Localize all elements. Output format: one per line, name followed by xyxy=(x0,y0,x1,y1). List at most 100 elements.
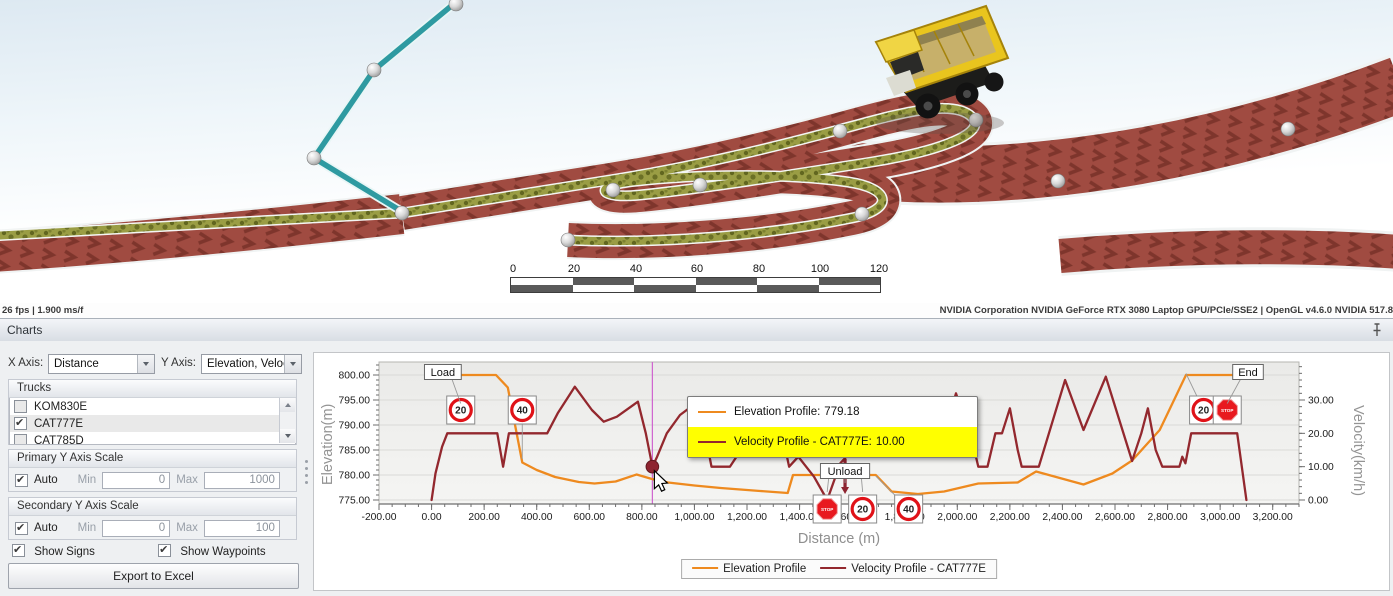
svg-text:End: End xyxy=(1238,367,1258,379)
checkbox[interactable] xyxy=(12,543,25,557)
truck-label: CAT785D xyxy=(34,434,84,445)
svg-text:20: 20 xyxy=(455,405,467,416)
svg-text:40: 40 xyxy=(517,405,529,416)
charts-panel-title: Charts xyxy=(7,323,43,337)
tooltip-elevation-row: Elevation Profile: 779.18 xyxy=(688,397,977,427)
bridge-rail xyxy=(309,0,459,215)
x-axis-title: Distance (m) xyxy=(797,531,881,547)
hover-marker xyxy=(645,459,660,474)
chevron-down-icon[interactable] xyxy=(284,355,301,373)
y-right-axis-title: Velocity(km/h) xyxy=(1350,405,1366,497)
min-label: Min xyxy=(77,522,97,534)
panel-splitter[interactable] xyxy=(302,451,310,493)
secondary-min-input[interactable] xyxy=(102,519,171,537)
svg-text:STOP: STOP xyxy=(821,507,833,512)
y-axis-combo-value: Elevation, Veloc... xyxy=(207,358,284,370)
tooltip-velocity-row: Velocity Profile - CAT777E: 10.00 xyxy=(688,427,977,457)
scroll-up-icon[interactable] xyxy=(280,398,295,412)
tooltip-elevation-label: Elevation Profile: xyxy=(734,406,821,418)
svg-text:400.00: 400.00 xyxy=(521,512,553,523)
truck-row-cat785d[interactable]: CAT785D xyxy=(10,432,295,445)
svg-text:790.00: 790.00 xyxy=(339,421,371,432)
primary-max-input[interactable] xyxy=(203,471,280,489)
svg-text:800.00: 800.00 xyxy=(339,371,371,382)
haul-road-scene xyxy=(0,0,1393,303)
truck-row-cat777e[interactable]: CAT777E xyxy=(10,415,295,432)
svg-text:2,800.00: 2,800.00 xyxy=(1148,512,1188,523)
trucks-scrollbar[interactable] xyxy=(279,398,296,443)
primary-min-input[interactable] xyxy=(102,471,171,489)
svg-text:3,000.00: 3,000.00 xyxy=(1200,512,1240,523)
mouse-cursor-icon xyxy=(653,469,669,492)
chart-plot[interactable]: -200.00 0.00 200.00 400.00 600.00 800.00 1,000… xyxy=(314,353,1389,527)
scroll-down-icon[interactable] xyxy=(280,429,295,443)
scale-label: 100 xyxy=(810,263,830,275)
pin-icon[interactable] xyxy=(1371,323,1383,337)
x-axis-combo-value: Distance xyxy=(54,358,99,370)
stop-sign: STOP xyxy=(1212,395,1242,425)
svg-text:800.00: 800.00 xyxy=(626,512,658,523)
auto-label: Auto xyxy=(34,522,58,534)
svg-text:20: 20 xyxy=(857,504,869,515)
y-axis-combo[interactable]: Elevation, Veloc... xyxy=(201,354,302,374)
svg-text:20: 20 xyxy=(1198,405,1210,416)
profile-chart[interactable]: -200.00 0.00 200.00 400.00 600.00 800.00 1,000… xyxy=(313,352,1390,591)
primary-y-scale-header: Primary Y Axis Scale xyxy=(9,450,296,468)
truck-label: CAT777E xyxy=(34,417,84,430)
tooltip-velocity-value: 10.00 xyxy=(875,436,905,448)
series-elevation-profile xyxy=(430,373,1256,496)
svg-text:30.00: 30.00 xyxy=(1308,396,1334,407)
checkbox[interactable] xyxy=(158,543,172,557)
show-signs-label: Show Signs xyxy=(34,546,95,558)
export-to-excel-button[interactable]: Export to Excel xyxy=(8,563,299,589)
scale-bar-ruler xyxy=(510,277,881,293)
speed-limit-sign-20: 20 xyxy=(848,494,878,524)
speed-limit-sign-20: 20 xyxy=(446,395,476,425)
svg-text:1,400.00: 1,400.00 xyxy=(780,512,820,523)
svg-text:2,400.00: 2,400.00 xyxy=(1042,512,1082,523)
svg-text:Load: Load xyxy=(431,367,455,379)
scale-label: 120 xyxy=(869,263,889,275)
checkbox[interactable] xyxy=(15,473,28,487)
checkbox[interactable] xyxy=(15,521,28,535)
svg-text:20.00: 20.00 xyxy=(1308,429,1334,440)
fps-readout: 26 fps | 1.900 ms/f xyxy=(2,305,84,316)
checkbox[interactable] xyxy=(14,416,27,430)
min-label: Min xyxy=(77,474,97,486)
trucks-list[interactable]: KOM830E CAT777E CAT785D xyxy=(9,398,296,445)
scale-label: 20 xyxy=(567,263,581,275)
callout-load: Load xyxy=(423,364,462,404)
haul-truck xyxy=(874,4,1010,134)
scale-bar: 0 20 40 60 80 100 120 xyxy=(510,263,888,297)
status-bar: 26 fps | 1.900 ms/f NVIDIA Corporation N… xyxy=(0,303,1393,318)
x-axis-combo[interactable]: Distance xyxy=(48,354,155,374)
secondary-max-input[interactable] xyxy=(203,519,280,537)
velocity-swatch-icon xyxy=(820,567,847,569)
speed-limit-sign-40: 40 xyxy=(507,395,537,459)
svg-text:775.00: 775.00 xyxy=(339,496,371,507)
checkbox[interactable] xyxy=(14,434,27,444)
svg-text:795.00: 795.00 xyxy=(339,396,371,407)
checkbox[interactable] xyxy=(14,400,27,413)
gpu-info: NVIDIA Corporation NVIDIA GeForce RTX 30… xyxy=(939,305,1393,316)
y-left-axis-title: Elevation(m) xyxy=(320,403,336,485)
elevation-swatch-icon xyxy=(698,411,726,413)
svg-text:2,600.00: 2,600.00 xyxy=(1095,512,1135,523)
secondary-y-scale-header: Secondary Y Axis Scale xyxy=(9,498,296,516)
stop-sign: STOP xyxy=(812,494,842,524)
max-label: Max xyxy=(176,474,198,486)
elevation-swatch-icon xyxy=(692,567,719,569)
legend-item-velocity: Velocity Profile - CAT777E xyxy=(820,563,986,575)
truck-row-kom830e[interactable]: KOM830E xyxy=(10,398,295,415)
x-axis-label: X Axis: xyxy=(8,357,44,369)
chart-tooltip: Elevation Profile: 779.18 Velocity Profi… xyxy=(687,396,978,458)
svg-text:1,200.00: 1,200.00 xyxy=(727,512,767,523)
trucks-group-header: Trucks xyxy=(9,380,296,398)
chart-legend: Elevation Profile Velocity Profile - CAT… xyxy=(681,559,997,579)
viewport-3d[interactable]: 0 20 40 60 80 100 120 xyxy=(0,0,1393,303)
route-overlay xyxy=(0,102,981,247)
velocity-swatch-icon xyxy=(698,441,726,443)
svg-text:STOP: STOP xyxy=(1221,408,1233,413)
chevron-down-icon[interactable] xyxy=(137,355,154,373)
legend-item-elevation: Elevation Profile xyxy=(692,563,806,575)
